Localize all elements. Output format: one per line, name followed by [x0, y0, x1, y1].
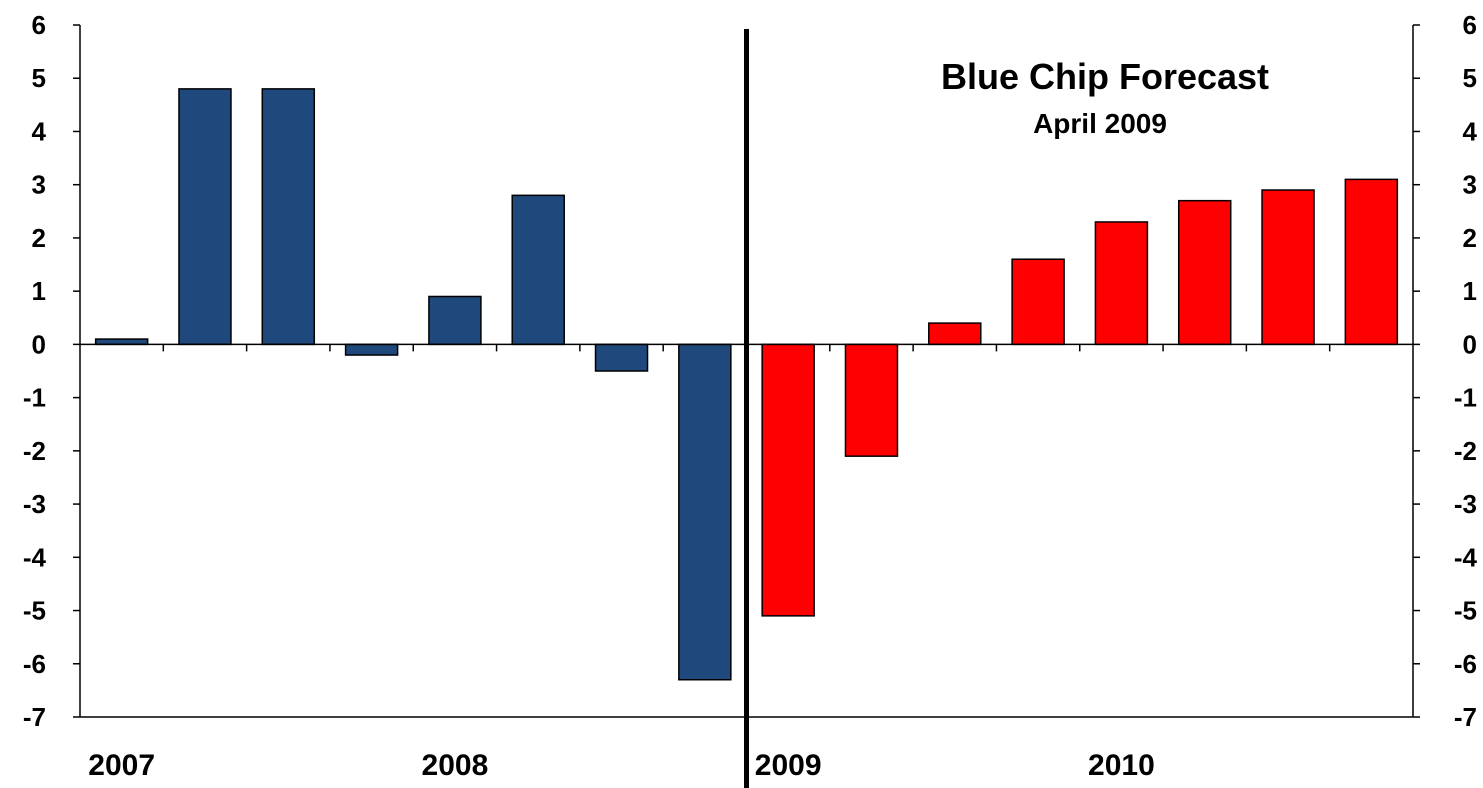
right-y-tick-label: 1 [1463, 276, 1477, 306]
left-y-tick-label: -1 [23, 383, 46, 413]
bar-actual-5 [428, 295, 482, 346]
right-y-tick-label: -4 [1454, 542, 1478, 572]
right-y-tick-label: -2 [1454, 436, 1477, 466]
bar-forecast-10 [844, 343, 899, 457]
year-label-2007: 2007 [88, 749, 155, 782]
bar-forecast-12 [1011, 258, 1065, 346]
left-y-tick-label: 0 [32, 329, 46, 359]
right-y-tick-label: -1 [1454, 383, 1477, 413]
left-y-tick-label: -3 [23, 489, 46, 519]
bar-forecast-13 [1094, 221, 1149, 346]
year-label-2008: 2008 [422, 749, 489, 782]
right-y-tick-label: -7 [1454, 702, 1477, 732]
bars [94, 88, 1399, 681]
year-label-2009: 2009 [755, 749, 822, 782]
right-y-tick-label: -5 [1454, 596, 1477, 626]
tick-labels: 6 6 5 5 4 4 3 3 2 2 1 1 0 0 -1 -1 -2 -2 -3 -3 -4 -4 -5 -5 -6 -6 -7… [23, 10, 1478, 732]
bar-actual-4 [344, 343, 399, 356]
year-label-2010: 2010 [1088, 749, 1155, 782]
left-y-tick-label: -5 [23, 596, 46, 626]
right-y-tick-label: 6 [1463, 10, 1477, 40]
right-y-tick-label: 0 [1463, 329, 1477, 359]
chart-subtitle: April 2009 [1033, 108, 1167, 139]
left-y-tick-label: 4 [32, 116, 47, 146]
bar-forecast-16 [1344, 178, 1399, 346]
left-y-tick-label: 5 [32, 63, 46, 93]
bar-actual-7 [594, 343, 649, 372]
right-y-tick-label: 2 [1463, 223, 1477, 253]
bar-actual-6 [511, 194, 565, 346]
ticks [73, 24, 1420, 718]
year-labels: 2007 2008 2009 2010 [88, 749, 1155, 782]
bar-forecast-11 [928, 322, 982, 346]
right-y-tick-label: 5 [1463, 63, 1477, 93]
left-y-tick-label: 3 [32, 170, 46, 200]
bar-forecast-14 [1177, 199, 1232, 346]
left-y-tick-label: -4 [23, 542, 47, 572]
right-y-tick-label: 3 [1463, 170, 1477, 200]
right-y-tick-label: -6 [1454, 649, 1477, 679]
bar-actual-1 [94, 338, 149, 346]
bar-forecast-9 [761, 343, 815, 617]
bar-actual-3 [261, 88, 316, 346]
chart-title: Blue Chip Forecast [941, 56, 1269, 97]
right-y-tick-label: 4 [1463, 116, 1478, 146]
left-y-tick-label: -6 [23, 649, 46, 679]
left-y-tick-label: 6 [32, 10, 46, 40]
bar-actual-2 [178, 88, 232, 346]
bar-forecast-15 [1261, 189, 1315, 346]
right-y-tick-label: -3 [1454, 489, 1477, 519]
left-y-tick-label: 2 [32, 223, 46, 253]
left-y-tick-label: -2 [23, 436, 46, 466]
left-y-tick-label: 1 [32, 276, 46, 306]
bar-actual-8 [678, 343, 732, 681]
left-y-tick-label: -7 [23, 702, 46, 732]
